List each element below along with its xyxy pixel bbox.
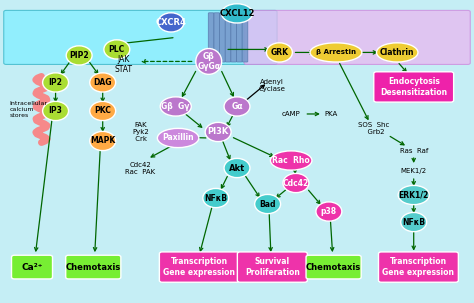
Text: Rac  Rho: Rac Rho (273, 156, 310, 165)
Ellipse shape (283, 173, 309, 193)
Ellipse shape (255, 195, 281, 214)
Text: FAK
Pyk2
 Crk: FAK Pyk2 Crk (132, 122, 149, 142)
Ellipse shape (90, 102, 116, 121)
Text: Ras  Raf: Ras Raf (400, 148, 428, 155)
Ellipse shape (310, 43, 362, 62)
Ellipse shape (43, 73, 69, 92)
Ellipse shape (271, 151, 312, 170)
Text: GRK: GRK (270, 48, 288, 57)
Text: Clathrin: Clathrin (380, 48, 414, 57)
Ellipse shape (224, 158, 250, 178)
FancyBboxPatch shape (242, 13, 248, 62)
FancyBboxPatch shape (378, 252, 458, 282)
Ellipse shape (224, 97, 250, 116)
FancyBboxPatch shape (219, 13, 225, 62)
FancyBboxPatch shape (231, 13, 237, 62)
Text: Gα: Gα (231, 102, 243, 111)
Text: IP2: IP2 (49, 78, 63, 87)
FancyBboxPatch shape (237, 252, 307, 282)
Text: NFκB: NFκB (402, 218, 425, 227)
FancyBboxPatch shape (208, 13, 214, 62)
Text: Akt: Akt (229, 164, 245, 172)
Ellipse shape (43, 102, 69, 121)
Text: IP3: IP3 (49, 106, 63, 115)
Text: PI3K: PI3K (208, 128, 229, 136)
Ellipse shape (160, 97, 191, 116)
Text: Cdc42: Cdc42 (283, 178, 309, 188)
Ellipse shape (221, 4, 253, 23)
Ellipse shape (316, 202, 342, 221)
Text: MAPK: MAPK (90, 136, 115, 145)
Text: Gβ
GγGα: Gβ GγGα (197, 52, 220, 71)
Text: NFκB: NFκB (204, 194, 228, 202)
Ellipse shape (90, 73, 116, 92)
Text: Ca²⁺: Ca²⁺ (21, 263, 43, 271)
Ellipse shape (158, 13, 184, 32)
Ellipse shape (196, 48, 222, 74)
FancyBboxPatch shape (159, 252, 239, 282)
Ellipse shape (104, 40, 130, 59)
Ellipse shape (205, 122, 231, 142)
Text: MEK1/2: MEK1/2 (401, 168, 427, 174)
Ellipse shape (203, 188, 229, 208)
Text: Adenyl
Cyclase: Adenyl Cyclase (259, 79, 286, 92)
Text: DAG: DAG (93, 78, 112, 87)
Text: Bad: Bad (259, 200, 276, 208)
Ellipse shape (157, 128, 199, 148)
FancyBboxPatch shape (11, 255, 53, 279)
Text: SOS  Shc
  Grb2: SOS Shc Grb2 (358, 122, 389, 135)
FancyBboxPatch shape (225, 13, 231, 62)
Text: Gβ  Gγ: Gβ Gγ (162, 102, 190, 111)
FancyBboxPatch shape (4, 10, 277, 65)
Text: Cdc42
Rac  PAK: Cdc42 Rac PAK (125, 161, 155, 175)
Text: Transcription
Gene expression: Transcription Gene expression (383, 257, 455, 277)
Ellipse shape (266, 43, 292, 62)
Text: cAMP: cAMP (282, 111, 301, 117)
Text: PKC: PKC (94, 106, 111, 115)
Text: Chemotaxis: Chemotaxis (66, 263, 121, 271)
Text: PKA: PKA (325, 111, 338, 117)
FancyBboxPatch shape (66, 255, 121, 279)
Text: PIP2: PIP2 (69, 51, 89, 60)
Ellipse shape (401, 212, 427, 232)
Ellipse shape (376, 43, 418, 62)
FancyBboxPatch shape (306, 255, 361, 279)
Text: Transcription
Gene expression: Transcription Gene expression (164, 257, 235, 277)
FancyBboxPatch shape (237, 13, 242, 62)
Text: JAK
STAT: JAK STAT (115, 55, 133, 74)
Text: β Arrestin: β Arrestin (316, 49, 356, 55)
Text: Intracellular
calcium
stores: Intracellular calcium stores (10, 101, 48, 118)
Text: ERK1/2: ERK1/2 (399, 191, 429, 200)
Text: p38: p38 (321, 207, 337, 216)
FancyBboxPatch shape (374, 72, 454, 102)
Text: PLC: PLC (109, 45, 125, 54)
Text: Survival
Proliferation: Survival Proliferation (245, 257, 300, 277)
Text: CXCL12: CXCL12 (219, 9, 255, 18)
Text: Chemotaxis: Chemotaxis (306, 263, 361, 271)
Ellipse shape (398, 185, 429, 205)
Text: Paxillin: Paxillin (162, 134, 194, 142)
Text: CXCR4: CXCR4 (155, 18, 186, 27)
Ellipse shape (66, 46, 92, 65)
FancyBboxPatch shape (244, 10, 470, 65)
Text: Endocytosis
Desensitization: Endocytosis Desensitization (380, 77, 447, 97)
Ellipse shape (90, 132, 116, 151)
FancyBboxPatch shape (214, 13, 219, 62)
